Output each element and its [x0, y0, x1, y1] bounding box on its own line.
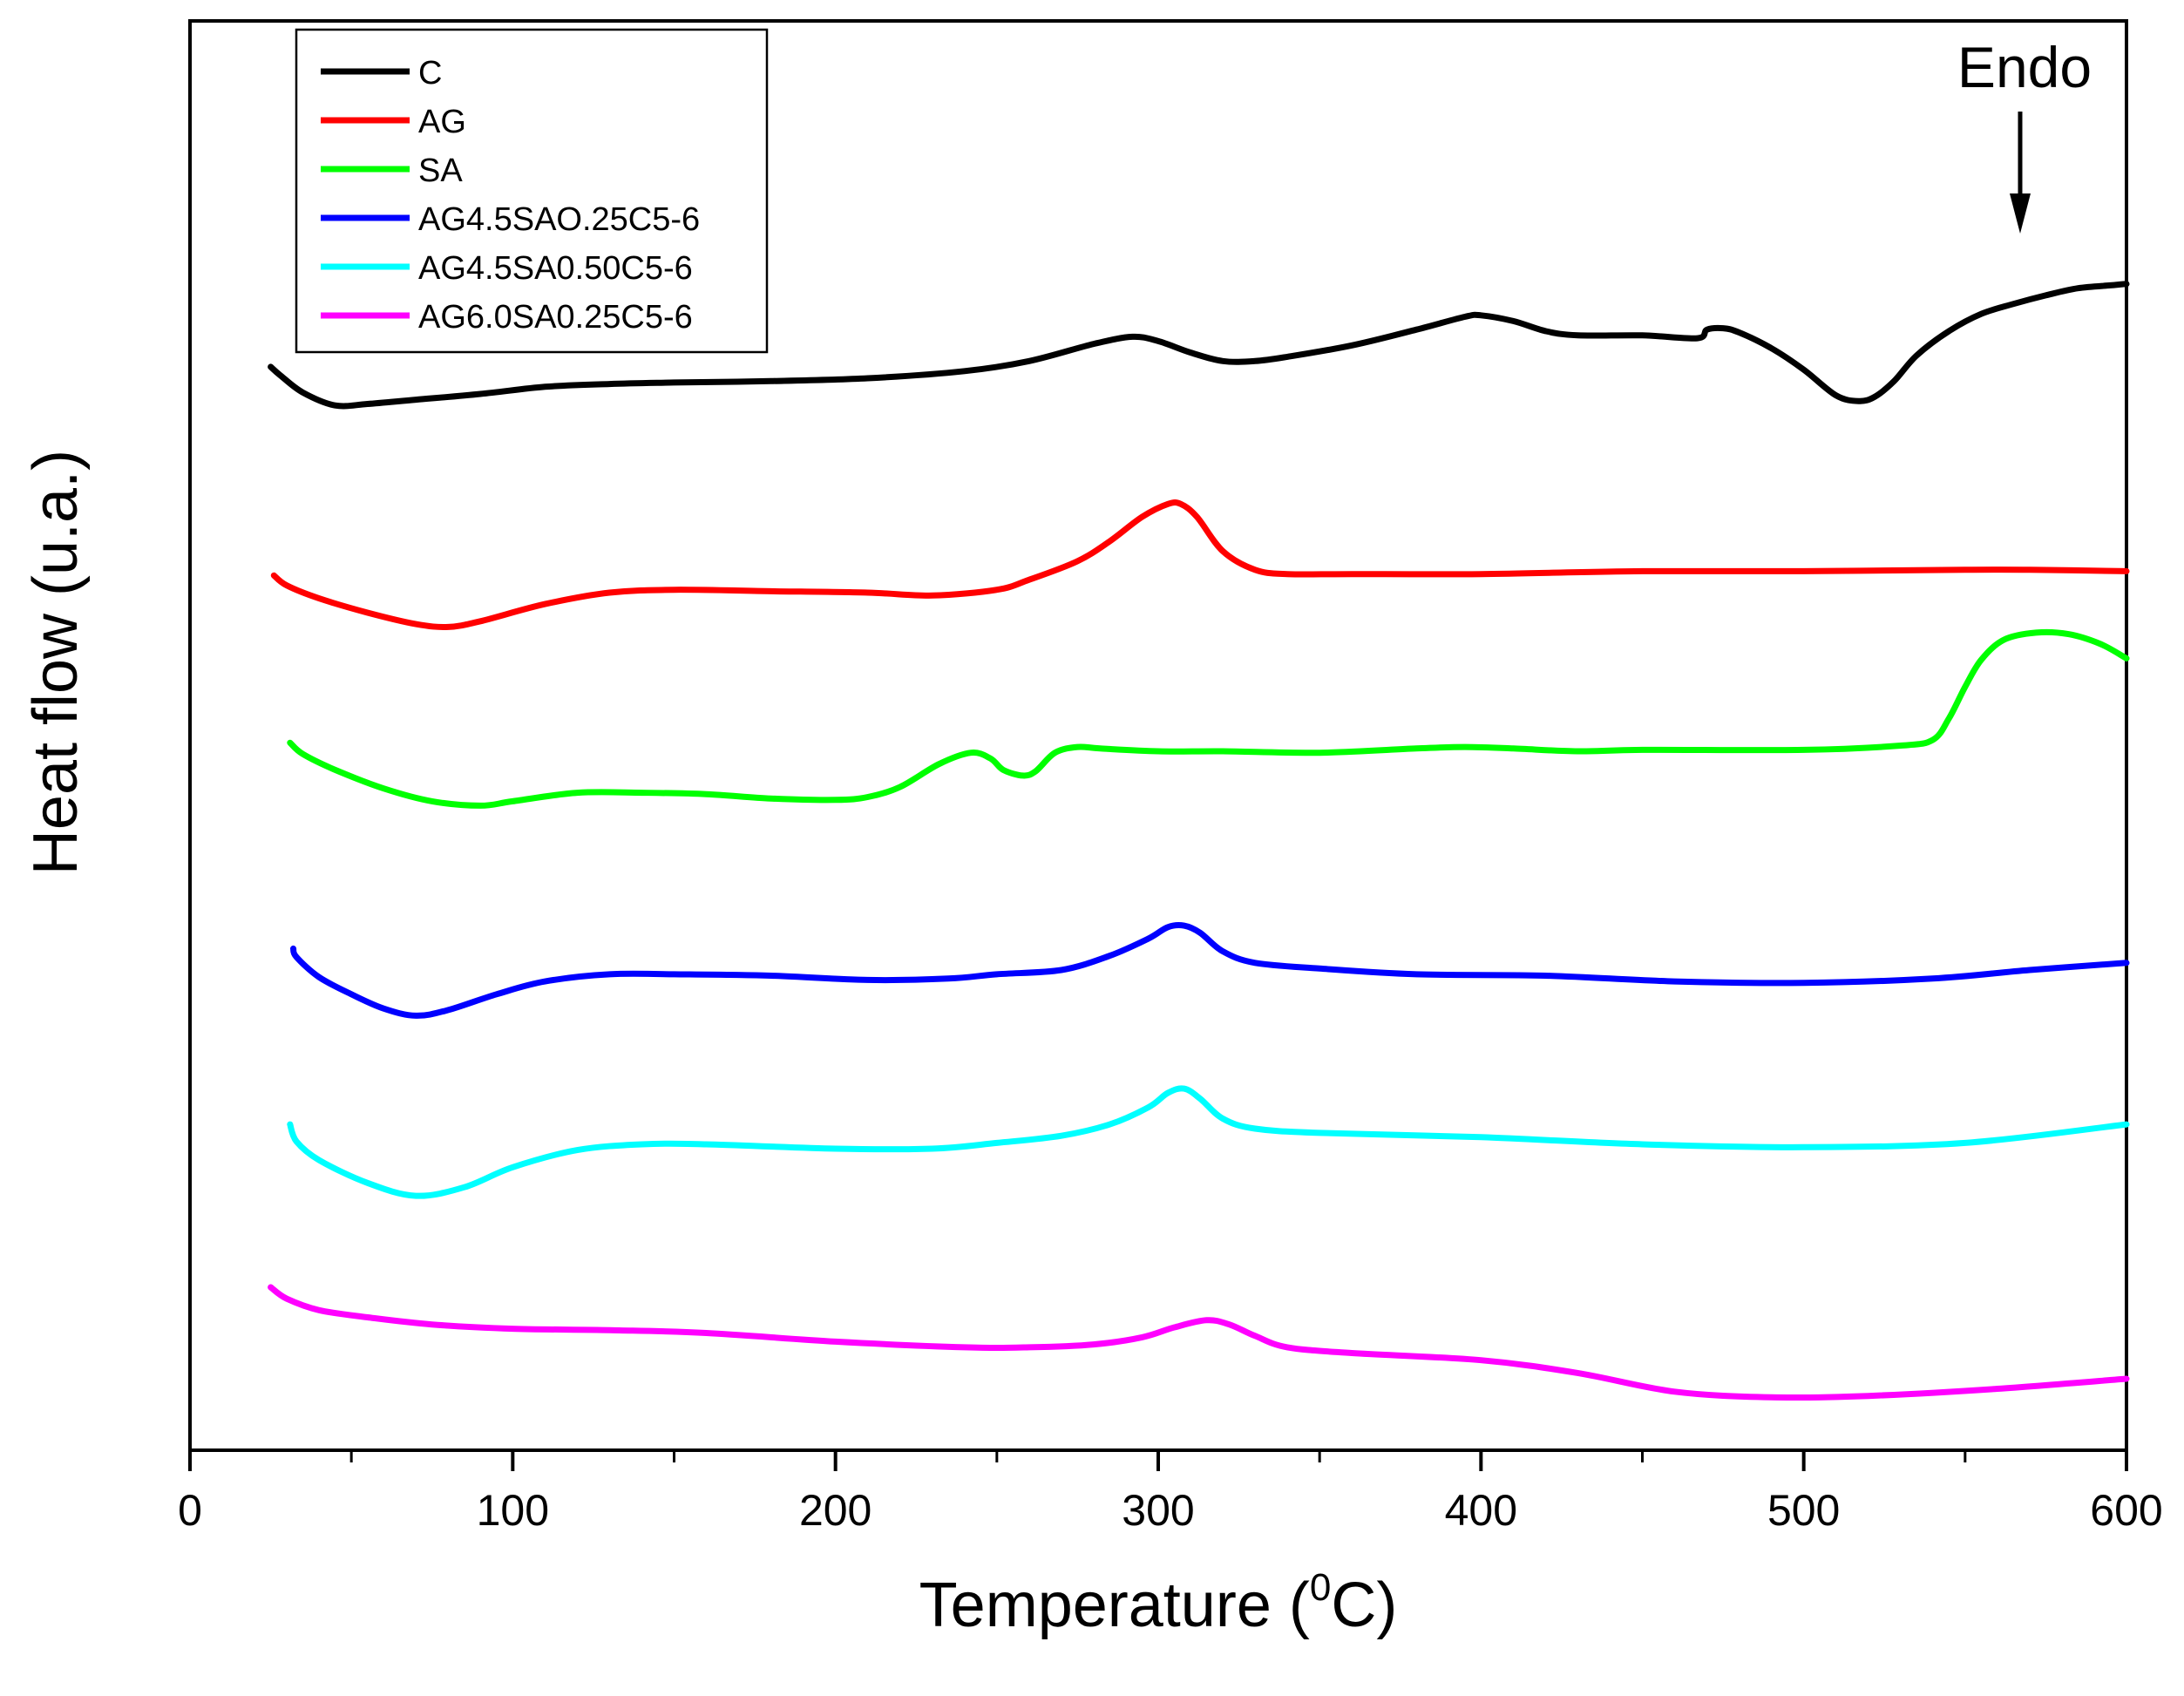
- x-tick-label: 0: [178, 1486, 202, 1535]
- legend-box: [295, 28, 769, 354]
- legend-label-1: AG: [418, 104, 466, 140]
- x-tick-label: 300: [1122, 1486, 1194, 1535]
- x-tick-label: 100: [477, 1486, 549, 1535]
- series-layer: [268, 281, 2130, 1401]
- series-line-2: [287, 628, 2130, 809]
- series-line-3: [290, 921, 2130, 1019]
- endo-arrow-icon: [2010, 112, 2031, 234]
- series-line-0: [268, 281, 2130, 410]
- endo-annotation: Endo: [1957, 35, 2092, 99]
- series-line-5: [268, 1284, 2130, 1401]
- x-tick-label: 400: [1445, 1486, 1517, 1535]
- series-line-1: [270, 499, 2130, 631]
- legend: C AG SA AG4.5SAO.25C5-6 AG4.5SA0.50C5-6 AG6.0…: [295, 28, 769, 354]
- legend-label-3: AG4.5SAO.25C5-6: [418, 201, 700, 238]
- y-axis-title: Heat flow (u.a.): [21, 450, 91, 875]
- x-tick-label: 500: [1767, 1486, 1840, 1535]
- x-axis-title: Temperature (0C): [919, 1566, 1398, 1640]
- x-tick-label: 600: [2090, 1486, 2162, 1535]
- x-tick-label: 200: [799, 1486, 872, 1535]
- legend-label-5: AG6.0SA0.25C5-6: [418, 299, 693, 336]
- legend-label-4: AG4.5SA0.50C5-6: [418, 250, 693, 287]
- x-axis: 0 100 200 300 400 500 600: [178, 1450, 2163, 1535]
- legend-label-0: C: [418, 55, 442, 92]
- series-line-4: [287, 1085, 2130, 1199]
- legend-label-2: SA: [418, 153, 463, 189]
